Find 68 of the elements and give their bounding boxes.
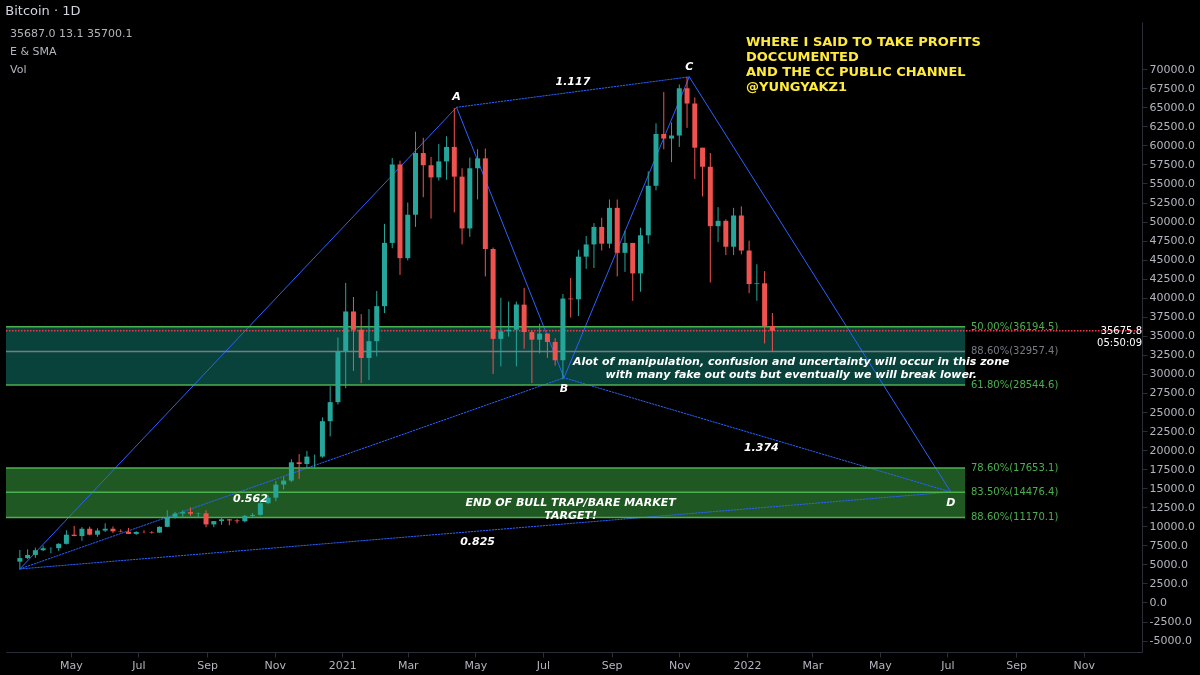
y-tick-label: 27500.0 <box>1149 386 1195 400</box>
y-tick-label: 70000.0 <box>1149 62 1195 76</box>
annotation: A <box>451 90 461 104</box>
y-tick-label: 50000.0 <box>1149 215 1195 229</box>
y-tick-label: 45000.0 <box>1149 253 1195 267</box>
y-tick-label: 17500.0 <box>1149 462 1195 476</box>
x-tick-label: Sep <box>197 658 219 672</box>
y-tick-label: 47500.0 <box>1149 234 1195 248</box>
x-tick-label: Sep <box>1006 658 1028 672</box>
annotation: WHERE I SAID TO TAKE PROFITS DOCCUMENTED AND THE CC PUBLIC CHANNEL @YUNGYAKZ1 <box>746 34 981 94</box>
annotation: 0.825 <box>460 534 496 548</box>
y-tick-label: 42500.0 <box>1149 272 1195 286</box>
annotation: D <box>946 496 956 510</box>
ref-line-label: 50.00%(36194.5) <box>971 320 1059 332</box>
y-tick-label: 12500.0 <box>1149 500 1195 514</box>
annotation: C <box>685 59 694 73</box>
y-tick-label: 15000.0 <box>1149 481 1195 495</box>
annotation: 1.374 <box>743 441 779 455</box>
x-tick-label: 2022 <box>733 658 762 672</box>
x-tick-label: May <box>59 658 84 672</box>
x-tick-label: Jul <box>131 658 146 672</box>
ref-line-label: 83.50%(14476.4) <box>971 486 1059 498</box>
annotation: B <box>559 381 569 395</box>
x-tick-label: Sep <box>601 658 623 672</box>
y-tick-label: 65000.0 <box>1149 100 1195 114</box>
x-tick-label: Nov <box>669 658 692 672</box>
y-tick-label: 55000.0 <box>1149 177 1195 190</box>
ref-line-label: 78.60%(17653.1) <box>971 462 1059 473</box>
ref-line-label: 61.80%(28544.6) <box>971 379 1059 391</box>
x-tick-label: 2021 <box>328 658 357 672</box>
x-tick-label: Mar <box>397 658 420 672</box>
y-tick-label: 20000.0 <box>1149 443 1195 457</box>
y-tick-label: 52500.0 <box>1149 196 1195 210</box>
y-tick-label: 40000.0 <box>1149 291 1195 305</box>
y-tick-label: 10000.0 <box>1149 519 1195 533</box>
x-tick-label: May <box>869 658 893 672</box>
ref-line-label: 35675.8 05:50:09 <box>1097 324 1142 348</box>
y-tick-label: 37500.0 <box>1149 310 1195 324</box>
y-tick-label: 62500.0 <box>1149 119 1195 133</box>
y-tick-label: 57500.0 <box>1149 157 1195 171</box>
annotation: E & SMA <box>10 45 57 58</box>
x-tick-label: Nov <box>264 658 287 672</box>
y-tick-label: 2500.0 <box>1149 576 1188 590</box>
y-tick-label: 67500.0 <box>1149 81 1195 95</box>
y-tick-label: -2500.0 <box>1149 615 1192 629</box>
x-tick-label: May <box>464 658 488 672</box>
x-tick-label: Jul <box>535 658 551 672</box>
y-tick-label: 0.0 <box>1149 595 1167 609</box>
x-tick-label: Jul <box>940 658 955 672</box>
annotation: END OF BULL TRAP/BARE MARKET TARGET! <box>465 496 678 523</box>
ref-line-label: 88.60%(32957.4) <box>971 345 1059 357</box>
y-tick-label: -5000.0 <box>1149 634 1192 648</box>
y-tick-label: 5000.0 <box>1149 557 1188 571</box>
x-tick-label: Nov <box>1073 658 1096 672</box>
annotation: Vol <box>10 63 27 76</box>
x-tick-label: Mar <box>802 658 824 672</box>
y-tick-label: 35000.0 <box>1149 329 1195 343</box>
ref-line-label: 88.60%(11170.1) <box>971 511 1059 523</box>
y-tick-label: 60000.0 <box>1149 138 1195 152</box>
y-tick-label: 25000.0 <box>1149 405 1195 419</box>
chart-title: Bitcoin · 1D <box>5 3 81 18</box>
y-tick-label: 30000.0 <box>1149 367 1195 381</box>
annotation: 1.117 <box>555 75 591 89</box>
y-tick-label: 22500.0 <box>1149 424 1195 438</box>
y-tick-label: 7500.0 <box>1149 538 1188 552</box>
annotation: 0.562 <box>232 492 269 506</box>
y-tick-label: 32500.0 <box>1149 348 1195 362</box>
annotation: 35687.0 13.1 35700.1 <box>10 27 133 40</box>
